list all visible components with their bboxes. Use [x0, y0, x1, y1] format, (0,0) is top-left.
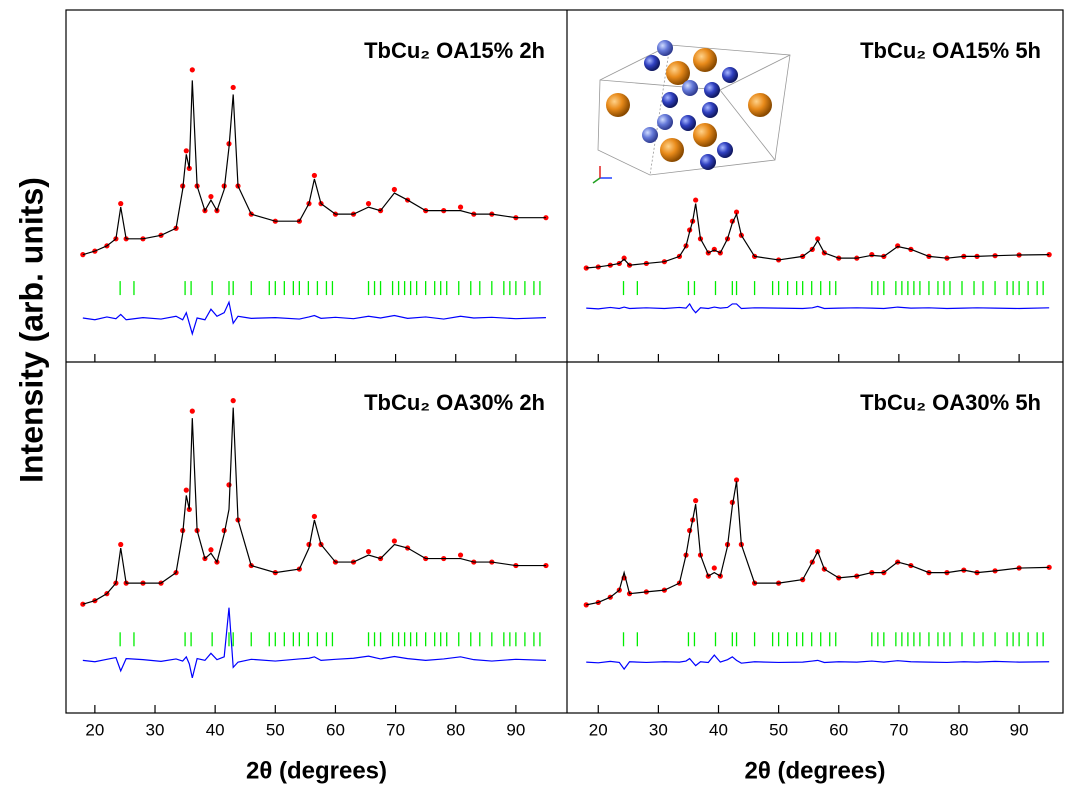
observed-point	[311, 513, 317, 520]
x-tick-label: 60	[829, 720, 848, 739]
profile-line	[586, 654, 1050, 671]
x-tick-label: 30	[649, 720, 668, 739]
observed-point	[189, 408, 195, 414]
profile-line	[82, 607, 546, 679]
observed-point	[183, 148, 189, 154]
crystal-inset	[592, 40, 791, 184]
x-tick-label: 20	[589, 720, 608, 739]
observed-point	[457, 204, 464, 210]
panel-title: TbCu₂ OA15% 5h	[860, 38, 1041, 63]
observed-point	[583, 602, 589, 608]
observed-point	[118, 541, 124, 548]
observed-point	[693, 197, 699, 203]
observed-point	[693, 498, 699, 504]
observed-point	[711, 565, 717, 571]
x-tick-label: 90	[1010, 720, 1029, 739]
observed-point	[869, 252, 875, 258]
observed-point	[733, 477, 740, 483]
x-tick-label: 30	[146, 720, 165, 739]
observed-point	[815, 236, 821, 242]
x-tick-label: 40	[206, 720, 225, 739]
profile-line	[82, 407, 546, 605]
x-tick-label: 70	[889, 720, 908, 739]
observed-point	[1046, 564, 1052, 570]
x-tick-label: 50	[266, 720, 285, 739]
observed-point	[311, 172, 317, 179]
x-axis-title: 2θ (degrees)	[744, 757, 885, 784]
x-tick-label: 80	[950, 720, 969, 739]
profile-line	[586, 481, 1050, 606]
observed-point	[365, 201, 372, 207]
x-tick-label: 90	[506, 720, 525, 739]
observed-point	[230, 398, 236, 404]
x-tick-label: 70	[386, 720, 405, 739]
observed-point	[391, 186, 397, 193]
observed-point	[183, 487, 189, 493]
observed-point	[230, 84, 236, 91]
observed-point	[208, 547, 214, 553]
x-tick-label: 60	[326, 720, 345, 739]
observed-point	[457, 552, 464, 558]
observed-point	[208, 193, 214, 200]
profile-line	[586, 302, 1050, 314]
observed-point	[583, 265, 589, 271]
observed-point	[226, 482, 232, 488]
profile-line	[82, 80, 546, 256]
observed-point	[391, 538, 397, 544]
panel-title: TbCu₂ OA15% 2h	[364, 38, 545, 63]
observed-point	[189, 67, 195, 73]
y-axis-title: Intensity (arb. units)	[13, 177, 49, 483]
panel-title: TbCu₂ OA30% 2h	[364, 390, 545, 415]
observed-point	[365, 548, 372, 555]
observed-point	[733, 209, 740, 215]
profile-line	[82, 300, 546, 336]
profile-line	[586, 203, 1050, 269]
x-tick-label: 40	[709, 720, 728, 739]
panel-title: TbCu₂ OA30% 5h	[860, 390, 1041, 415]
x-axis-title: 2θ (degrees)	[246, 757, 387, 784]
x-tick-label: 20	[85, 720, 104, 739]
observed-point	[1046, 252, 1052, 258]
observed-point	[621, 255, 627, 261]
x-tick-label: 80	[446, 720, 465, 739]
observed-point	[118, 201, 124, 207]
x-tick-label: 50	[769, 720, 788, 739]
